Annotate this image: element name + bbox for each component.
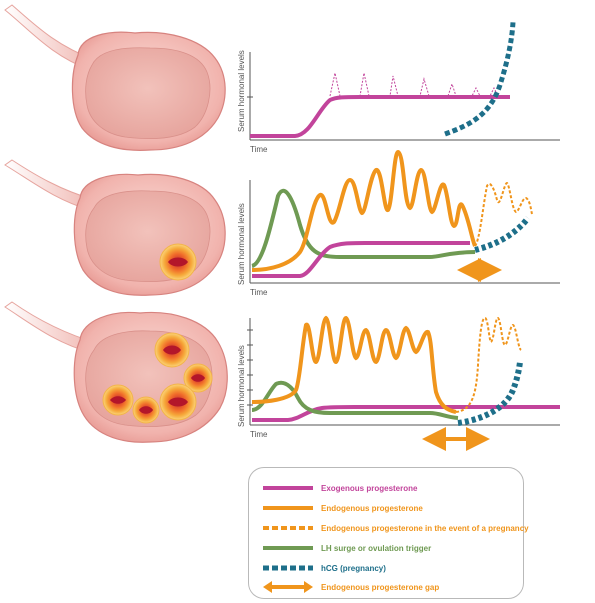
ovary-inner: [85, 47, 211, 140]
x-axis-label: Time: [250, 430, 268, 439]
exogenous-progesterone-line: [250, 95, 510, 138]
endogenous-progesterone-line: [251, 315, 457, 414]
legend-item-exogenous: Exogenous progesterone: [263, 481, 417, 495]
legend-label: Exogenous progesterone: [321, 483, 418, 493]
follicle: [102, 384, 134, 416]
ovary-2: [4, 159, 226, 296]
graph-1: Serum hormonal levels Time: [237, 21, 560, 154]
exogenous-progesterone-line: [252, 241, 470, 278]
legend-item-lh-surge: LH surge or ovulation trigger: [263, 541, 431, 555]
legend-item-gap: Endogenous progesterone gap: [263, 580, 439, 594]
y-ticks: [247, 329, 253, 406]
legend-swatch-solid: [263, 481, 313, 495]
y-axis-label: Serum hormonal levels: [237, 345, 246, 427]
legend-label: Endogenous progesterone: [321, 503, 423, 513]
y-axis-label: Serum hormonal levels: [237, 50, 246, 132]
graph-2: Serum hormonal levels Time: [237, 149, 560, 297]
legend-swatch-solid: [263, 541, 313, 555]
legend-swatch-arrow: [263, 580, 313, 594]
legend-item-hcg: hCG (pregnancy): [263, 561, 386, 575]
follicle: [154, 332, 190, 368]
legend-swatch-dashed: [263, 521, 313, 535]
follicle: [159, 243, 197, 281]
hcg-line: [474, 216, 531, 253]
follicle: [183, 363, 213, 393]
pregnancy-progesterone-dashed: [474, 181, 533, 247]
lh-surge-line: [251, 188, 476, 268]
hcg-line: [457, 361, 523, 426]
legend-label: hCG (pregnancy): [321, 563, 386, 573]
legend-label: LH surge or ovulation trigger: [321, 543, 432, 553]
pregnancy-progesterone-dashed: [329, 72, 499, 97]
follicle: [159, 383, 197, 421]
endogenous-progesterone-line: [251, 149, 477, 272]
legend: Exogenous progesterone Endogenous proges…: [248, 467, 529, 599]
x-axis-label: Time: [250, 288, 268, 297]
x-axis-label: Time: [250, 145, 268, 154]
legend-item-pregnancy-progesterone: Endogenous progesterone in the event of …: [263, 521, 529, 535]
lh-surge-line: [251, 380, 459, 420]
follicle: [132, 396, 160, 424]
exogenous-progesterone-line: [252, 405, 560, 422]
legend-swatch-dashed: [263, 561, 313, 575]
legend-label: Endogenous progesterone in the event of …: [321, 523, 529, 533]
ovary-1: [4, 4, 226, 151]
y-axis-label: Serum hormonal levels: [237, 203, 246, 285]
graph-3: Serum hormonal levels Time: [237, 315, 560, 451]
ovary-3: [4, 301, 228, 443]
legend-label: Endogenous progesterone gap: [321, 582, 440, 592]
legend-swatch-solid: [263, 501, 313, 515]
hcg-line: [444, 21, 516, 137]
legend-item-endogenous: Endogenous progesterone: [263, 501, 423, 515]
